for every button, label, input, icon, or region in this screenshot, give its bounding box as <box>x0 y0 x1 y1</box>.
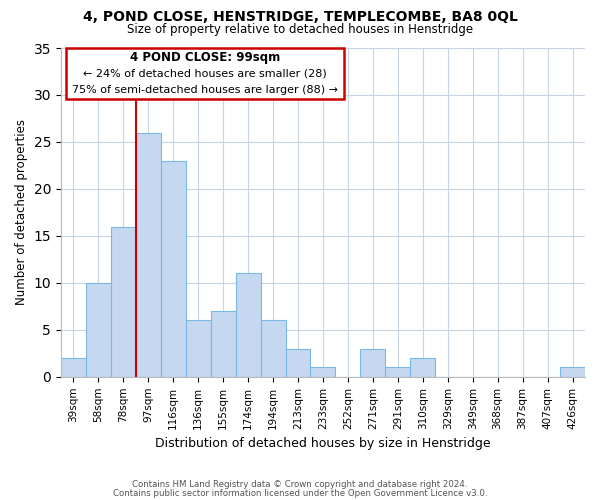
Bar <box>61 358 86 377</box>
Y-axis label: Number of detached properties: Number of detached properties <box>15 120 28 306</box>
Bar <box>560 368 585 377</box>
Text: Contains public sector information licensed under the Open Government Licence v3: Contains public sector information licen… <box>113 489 487 498</box>
Bar <box>66 48 344 99</box>
Bar <box>310 368 335 377</box>
Bar <box>185 320 211 377</box>
Bar <box>410 358 435 377</box>
Bar <box>236 274 260 377</box>
Text: Size of property relative to detached houses in Henstridge: Size of property relative to detached ho… <box>127 22 473 36</box>
Bar <box>161 160 185 377</box>
Text: 4, POND CLOSE, HENSTRIDGE, TEMPLECOMBE, BA8 0QL: 4, POND CLOSE, HENSTRIDGE, TEMPLECOMBE, … <box>83 10 517 24</box>
X-axis label: Distribution of detached houses by size in Henstridge: Distribution of detached houses by size … <box>155 437 491 450</box>
Bar <box>385 368 410 377</box>
Text: 4 POND CLOSE: 99sqm: 4 POND CLOSE: 99sqm <box>130 50 280 64</box>
Bar <box>86 283 111 377</box>
Text: ← 24% of detached houses are smaller (28): ← 24% of detached houses are smaller (28… <box>83 68 327 78</box>
Bar <box>211 311 236 377</box>
Text: 75% of semi-detached houses are larger (88) →: 75% of semi-detached houses are larger (… <box>72 85 338 95</box>
Bar <box>361 348 385 377</box>
Bar <box>111 226 136 377</box>
Text: Contains HM Land Registry data © Crown copyright and database right 2024.: Contains HM Land Registry data © Crown c… <box>132 480 468 489</box>
Bar <box>260 320 286 377</box>
Bar <box>136 132 161 377</box>
Bar <box>286 348 310 377</box>
